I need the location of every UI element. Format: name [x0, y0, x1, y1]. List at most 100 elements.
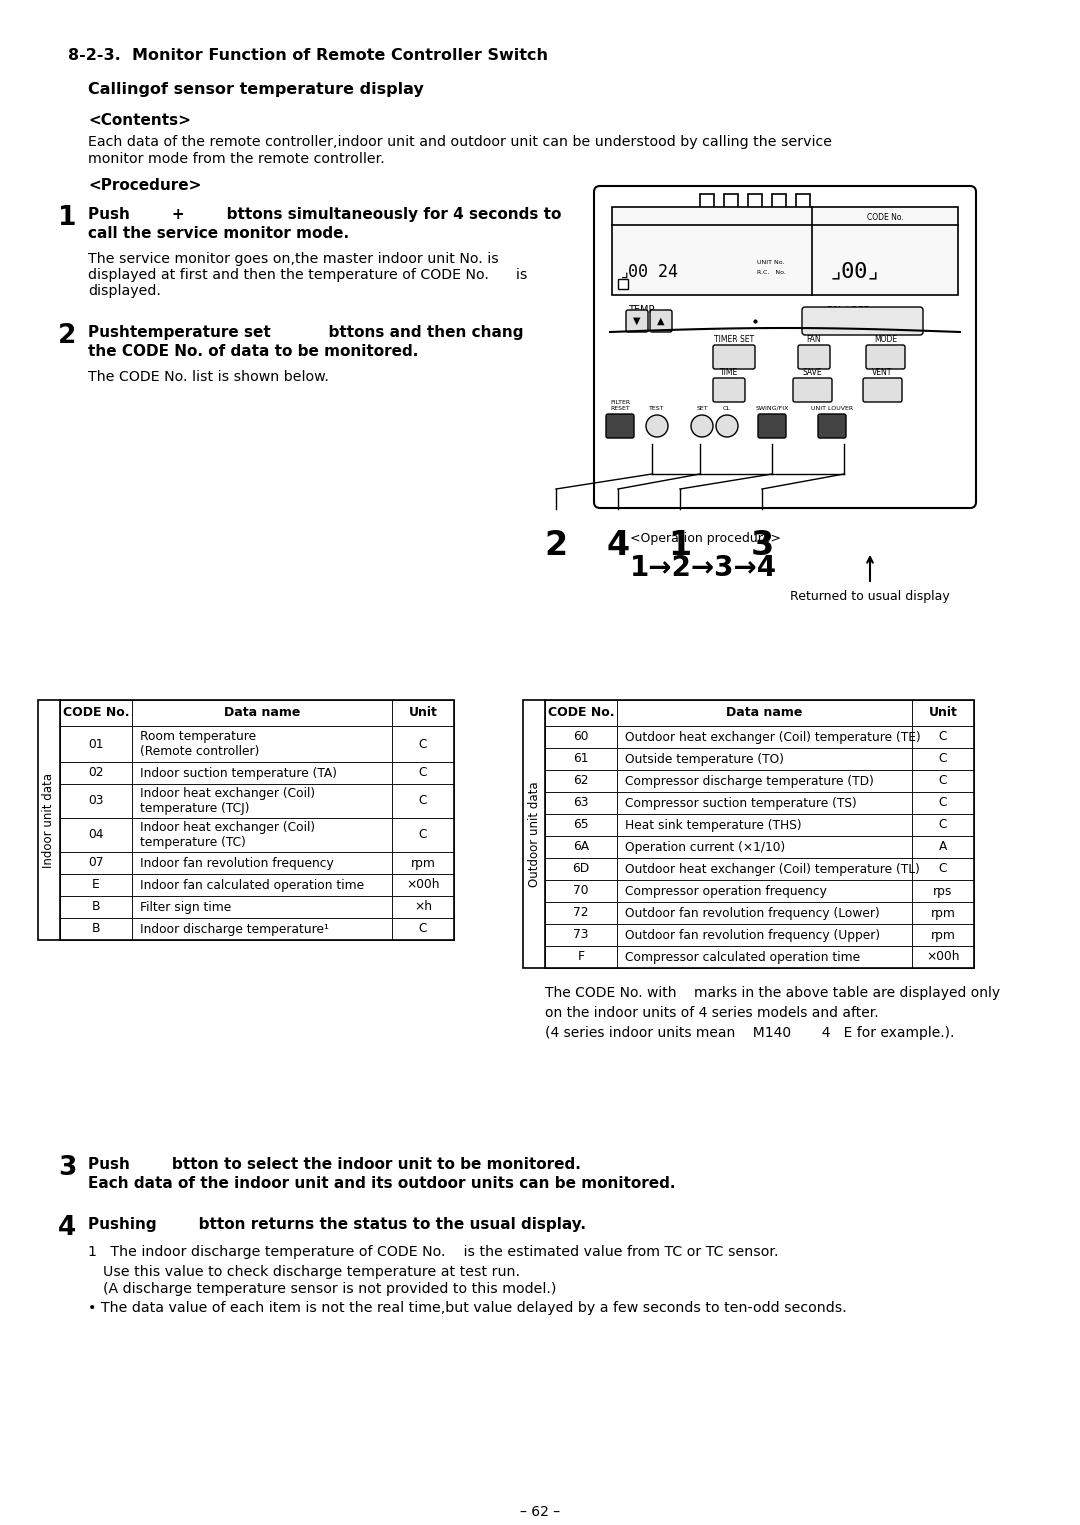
Text: UNIT LOUVER: UNIT LOUVER: [811, 406, 853, 412]
Bar: [392, 874, 454, 897]
Text: F: F: [578, 950, 584, 964]
Text: R.C.   No.: R.C. No.: [757, 270, 786, 274]
Text: C: C: [939, 752, 947, 766]
Bar: [545, 791, 617, 814]
Bar: [912, 836, 974, 859]
Text: C: C: [419, 795, 428, 808]
Text: $\lrcorner$00 24: $\lrcorner$00 24: [620, 262, 679, 281]
Text: 73: 73: [573, 929, 589, 941]
Text: VENT: VENT: [873, 368, 893, 377]
Circle shape: [646, 415, 669, 438]
Bar: [912, 859, 974, 880]
Bar: [60, 874, 132, 897]
Bar: [796, 194, 810, 214]
Bar: [617, 946, 912, 968]
FancyBboxPatch shape: [626, 310, 648, 332]
Bar: [912, 946, 974, 968]
Bar: [912, 924, 974, 946]
Text: 65: 65: [573, 819, 589, 831]
Bar: [392, 817, 454, 852]
Text: The CODE No. list is shown below.: The CODE No. list is shown below.: [87, 371, 329, 384]
Text: Each data of the remote controller,indoor unit and outdoor unit can be understoo: Each data of the remote controller,indoo…: [87, 136, 832, 149]
Text: Push        +        bttons simultaneously for 4 seconds to: Push + bttons simultaneously for 4 secon…: [87, 207, 562, 223]
Text: 1   The indoor discharge temperature of CODE No.    is the estimated value from : 1 The indoor discharge temperature of CO…: [87, 1244, 779, 1260]
Bar: [392, 726, 454, 762]
FancyBboxPatch shape: [594, 186, 976, 508]
Text: 03: 03: [89, 795, 104, 808]
Bar: [912, 747, 974, 770]
Bar: [132, 817, 392, 852]
Bar: [617, 880, 912, 901]
Text: 1→2→3→4: 1→2→3→4: [630, 554, 778, 583]
Bar: [523, 700, 545, 968]
Text: 04: 04: [89, 828, 104, 842]
Text: rps: rps: [933, 884, 953, 898]
Bar: [617, 859, 912, 880]
Bar: [724, 194, 738, 214]
Bar: [700, 194, 714, 214]
Text: 02: 02: [89, 767, 104, 779]
FancyBboxPatch shape: [650, 310, 672, 332]
Text: 6A: 6A: [572, 840, 589, 854]
Bar: [617, 836, 912, 859]
Text: 4: 4: [58, 1215, 77, 1241]
FancyBboxPatch shape: [713, 345, 755, 369]
Bar: [617, 814, 912, 836]
Bar: [545, 924, 617, 946]
Text: Heat sink temperature (THS): Heat sink temperature (THS): [625, 819, 801, 831]
Bar: [545, 700, 974, 968]
Bar: [912, 880, 974, 901]
Text: Outdoor fan revolution frequency (Upper): Outdoor fan revolution frequency (Upper): [625, 929, 880, 941]
Text: CODE No.: CODE No.: [866, 212, 903, 221]
Text: Outdoor heat exchanger (Coil) temperature (TL): Outdoor heat exchanger (Coil) temperatur…: [625, 863, 920, 875]
Text: Outdoor fan revolution frequency (Lower): Outdoor fan revolution frequency (Lower): [625, 906, 880, 920]
Text: FILTER
RESET: FILTER RESET: [610, 400, 630, 412]
Text: (A discharge temperature sensor is not provided to this model.): (A discharge temperature sensor is not p…: [103, 1283, 556, 1296]
Text: Indoor unit data: Indoor unit data: [42, 773, 55, 868]
Text: 70: 70: [573, 884, 589, 898]
Bar: [392, 762, 454, 784]
FancyBboxPatch shape: [818, 413, 846, 438]
Text: 01: 01: [89, 738, 104, 750]
Bar: [60, 700, 132, 726]
Bar: [545, 946, 617, 968]
Text: 60: 60: [573, 730, 589, 744]
Text: A: A: [939, 840, 947, 854]
Text: (4 series indoor units mean    M140       4   E for example.).: (4 series indoor units mean M140 4 E for…: [545, 1026, 955, 1040]
Text: MODE: MODE: [874, 336, 897, 345]
Text: Each data of the indoor unit and its outdoor units can be monitored.: Each data of the indoor unit and its out…: [87, 1176, 675, 1191]
Text: Indoor heat exchanger (Coil)
temperature (TCJ): Indoor heat exchanger (Coil) temperature…: [140, 787, 315, 816]
Bar: [912, 901, 974, 924]
Text: <Operation procedure>: <Operation procedure>: [630, 532, 781, 544]
Text: C: C: [419, 828, 428, 842]
Bar: [912, 700, 974, 726]
Text: 72: 72: [573, 906, 589, 920]
Text: C: C: [419, 923, 428, 935]
Text: 63: 63: [573, 796, 589, 810]
Text: Pushtemperature set           bttons and then chang: Pushtemperature set bttons and then chan…: [87, 325, 524, 340]
Text: Indoor suction temperature (TA): Indoor suction temperature (TA): [140, 767, 337, 779]
Text: SET: SET: [697, 406, 707, 412]
Bar: [545, 700, 617, 726]
Text: rpm: rpm: [410, 857, 435, 869]
Bar: [612, 207, 958, 294]
Bar: [545, 726, 617, 747]
Text: • The data value of each item is not the real time,but value delayed by a few se: • The data value of each item is not the…: [87, 1301, 847, 1315]
Text: Data name: Data name: [727, 706, 802, 720]
Bar: [392, 852, 454, 874]
Text: rpm: rpm: [931, 929, 956, 941]
Text: Indoor heat exchanger (Coil)
temperature (TC): Indoor heat exchanger (Coil) temperature…: [140, 820, 315, 849]
Bar: [772, 194, 786, 214]
Bar: [392, 897, 454, 918]
Bar: [132, 700, 392, 726]
Bar: [132, 852, 392, 874]
Text: TIMER SET: TIMER SET: [714, 336, 754, 345]
Text: SAVE: SAVE: [802, 368, 822, 377]
Bar: [617, 747, 912, 770]
Text: TEST: TEST: [649, 406, 665, 412]
Text: TEMP.: TEMP.: [627, 305, 656, 316]
Text: CODE No.: CODE No.: [548, 706, 615, 720]
Text: <Contents>: <Contents>: [87, 113, 191, 128]
Bar: [748, 194, 762, 214]
Text: Compressor calculated operation time: Compressor calculated operation time: [625, 950, 860, 964]
